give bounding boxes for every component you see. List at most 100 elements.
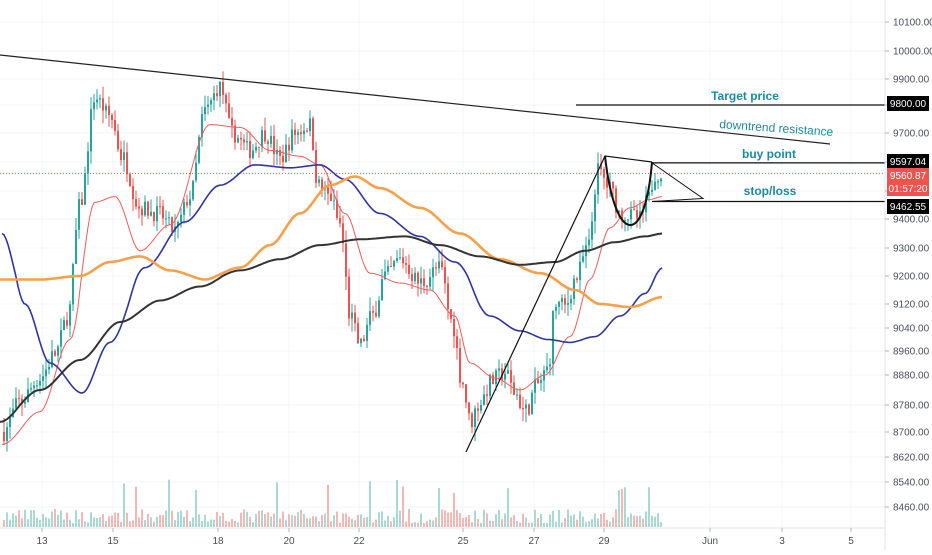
candle-body: [240, 137, 242, 140]
volume-bar: [69, 519, 71, 527]
volume-bar: [87, 522, 89, 527]
candle-body: [492, 374, 494, 384]
ma-blue-line: [1, 164, 663, 394]
volume-bar: [285, 519, 287, 527]
volume-bar: [315, 516, 317, 527]
volume-bar: [135, 486, 137, 527]
ma-orange-line: [0, 175, 663, 309]
volume-bar: [177, 511, 179, 527]
candle-body: [567, 303, 569, 305]
candle-body: [333, 200, 335, 202]
volume-bar: [486, 513, 488, 527]
candle-body: [438, 261, 440, 269]
candle-body: [339, 217, 341, 224]
candle-body: [462, 382, 464, 385]
volume-bar: [648, 487, 650, 527]
candle-body: [48, 366, 50, 370]
volume-bar: [456, 510, 458, 527]
candle-body: [252, 150, 254, 158]
volume-bar: [303, 514, 305, 527]
candle-body: [366, 324, 368, 341]
volume-bar: [432, 520, 434, 527]
time-tick-label: Jun: [702, 536, 718, 547]
candle-body: [630, 209, 632, 220]
volume-bar: [396, 479, 398, 527]
volume-bar: [495, 514, 497, 527]
volume-bar: [573, 514, 575, 527]
volume-bar: [81, 512, 83, 527]
volume-bar: [201, 521, 203, 527]
volume-bar: [528, 522, 530, 527]
candle-body: [138, 206, 140, 209]
volume-bar: [150, 517, 152, 527]
candle-body: [192, 180, 194, 200]
volume-bar: [279, 518, 281, 527]
candle-body: [381, 279, 383, 301]
candle-body: [318, 179, 320, 183]
candle-body: [393, 260, 395, 267]
volume-bar: [444, 510, 446, 527]
volume-bar: [582, 516, 584, 527]
candle-body: [549, 364, 551, 367]
candle-body: [474, 408, 476, 428]
volume-bars: [3, 479, 662, 527]
candle-body: [54, 351, 56, 356]
volume-bar: [624, 487, 626, 527]
volume-bar: [597, 518, 599, 527]
candle-body: [57, 346, 59, 356]
candle-body: [255, 146, 257, 151]
candle-body: [441, 261, 443, 268]
candle-body: [105, 105, 107, 111]
candle-body: [63, 320, 65, 331]
volume-bar: [168, 479, 170, 527]
volume-bar: [312, 516, 314, 527]
volume-bar: [24, 509, 26, 527]
candles: [3, 71, 662, 452]
volume-bar: [144, 520, 146, 527]
candle-body: [351, 312, 353, 319]
target-price-box: [887, 96, 929, 111]
candle-body: [306, 130, 308, 132]
volume-bar: [453, 492, 455, 527]
candle-body: [414, 272, 416, 281]
candle-body: [267, 141, 269, 144]
volume-bar: [216, 511, 218, 527]
volume-bar: [147, 513, 149, 527]
volume-bar: [327, 484, 329, 527]
volume-bar: [402, 486, 404, 527]
candle-body: [594, 194, 596, 222]
volume-bar: [504, 513, 506, 527]
volume-bar: [405, 521, 407, 527]
price-tick-label: 10100.00: [893, 18, 932, 29]
candle-body: [276, 150, 278, 155]
price-tick-label: 9900.00: [893, 75, 930, 86]
volume-bar: [468, 514, 470, 527]
volume-bar: [138, 517, 140, 527]
candle-body: [144, 201, 146, 216]
candle-body: [435, 267, 437, 269]
volume-bar: [240, 512, 242, 527]
candle-body: [315, 150, 317, 183]
volume-bar: [246, 511, 248, 527]
candle-body: [402, 257, 404, 264]
volume-bar: [462, 517, 464, 527]
candle-body: [342, 223, 344, 244]
volume-bar: [393, 517, 395, 527]
volume-bar: [189, 521, 191, 527]
volume-bar: [321, 514, 323, 527]
candle-body: [231, 118, 233, 126]
volume-bar: [363, 517, 365, 527]
candle-body: [660, 178, 662, 182]
volume-bar: [408, 509, 410, 527]
volume-bar: [543, 522, 545, 527]
volume-bar: [75, 510, 77, 527]
candle-body: [399, 257, 401, 259]
candle-body: [648, 191, 650, 196]
buy-point-annotation: buy point: [742, 147, 796, 161]
candle-body: [288, 144, 290, 151]
candle-body: [69, 304, 71, 326]
candle-body: [42, 376, 44, 382]
volume-bar: [339, 522, 341, 527]
